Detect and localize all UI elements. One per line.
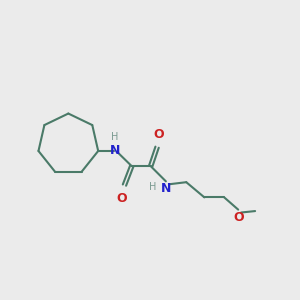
Text: O: O: [153, 128, 164, 141]
Text: N: N: [161, 182, 171, 195]
Text: O: O: [117, 191, 128, 205]
Text: N: N: [110, 145, 120, 158]
Text: H: H: [149, 182, 157, 192]
Text: H: H: [111, 132, 119, 142]
Text: O: O: [233, 211, 244, 224]
